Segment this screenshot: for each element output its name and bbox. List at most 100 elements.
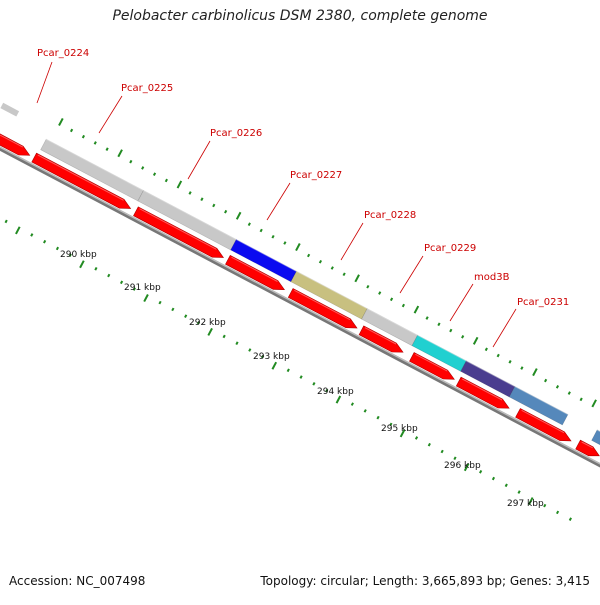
gene-highlight [143, 189, 237, 240]
genome-summary-text: Topology: circular; Length: 3,665,893 bp… [260, 574, 590, 588]
tick-mark [568, 517, 572, 521]
tick-mark [366, 284, 370, 289]
gene-leader-line [266, 182, 291, 221]
tick-mark [461, 335, 465, 339]
tick-mark [414, 436, 419, 440]
tick-mark [248, 348, 252, 352]
tick-mark [330, 266, 334, 270]
tick-mark [235, 211, 242, 220]
tick-mark [81, 134, 86, 139]
gene-label: Pcar_0224 [37, 48, 89, 59]
tick-mark [129, 159, 133, 164]
cds-arrow [225, 254, 285, 291]
gene-label: Pcar_0225 [121, 83, 173, 94]
cds-arrow [455, 376, 510, 409]
tick-mark [94, 266, 98, 271]
gene-block-partial [0, 102, 20, 117]
kbp-label: 293 kbp [253, 352, 290, 362]
kbp-label: 296 kbp [444, 461, 481, 471]
tick-mark [472, 336, 479, 345]
cds-highlight [37, 154, 124, 201]
tick-mark [117, 149, 123, 158]
backbone-highlight [0, 146, 600, 465]
tick-mark [504, 483, 508, 488]
tick-mark [425, 316, 429, 320]
tick-mark [312, 382, 316, 386]
tick-mark [555, 385, 560, 389]
tick-mark [399, 429, 406, 438]
gene-leader-line [340, 222, 364, 261]
tick-mark [437, 322, 441, 327]
tick-mark [207, 327, 213, 336]
cds-highlight [521, 409, 565, 434]
gene-label: Pcar_0228 [364, 210, 416, 221]
gene-highlight [236, 238, 297, 272]
cds-highlight [231, 256, 278, 282]
tick-mark [184, 314, 188, 318]
gene-leader-line [36, 61, 53, 104]
tick-mark [363, 409, 367, 413]
tick-mark [69, 128, 74, 133]
kbp-label: 291 kbp [124, 283, 161, 293]
tick-mark [188, 191, 192, 195]
gene-leader-line [492, 308, 517, 348]
tick-mark [579, 397, 583, 402]
tick-mark [517, 490, 521, 494]
tick-mark [43, 239, 47, 244]
gene-block [591, 429, 600, 446]
tick-mark [350, 402, 354, 406]
kbp-label: 295 kbp [381, 424, 418, 434]
tick-mark [449, 328, 453, 333]
tick-mark [335, 395, 342, 404]
cds-arrow [358, 325, 404, 353]
cds-highlight [139, 208, 217, 250]
cds-highlight [581, 441, 593, 449]
kbp-label: 290 kbp [60, 250, 97, 260]
tick-mark [532, 368, 538, 377]
tick-mark [105, 147, 109, 151]
tick-mark [544, 378, 548, 383]
gene-highlight [296, 270, 368, 310]
tick-mark [307, 253, 311, 258]
accession-text: Accession: NC_007498 [9, 574, 146, 588]
tick-mark [401, 303, 405, 308]
gene-highlight [366, 307, 418, 336]
tick-mark [119, 280, 124, 285]
tick-mark [591, 399, 597, 408]
tick-mark [259, 228, 263, 233]
tick-mark [342, 272, 346, 277]
tick-mark [224, 209, 228, 214]
gene-label: Pcar_0229 [424, 243, 476, 254]
tick-mark [212, 203, 216, 208]
tick-mark [520, 366, 524, 370]
tick-mark [389, 297, 394, 302]
tick-mark [107, 273, 111, 278]
tick-mark [164, 178, 168, 183]
gene-leader-line [98, 95, 123, 134]
tick-mark [413, 305, 420, 314]
cds-arrow [287, 288, 358, 329]
tick-mark [299, 375, 303, 379]
gene-leader-line [187, 140, 211, 180]
tick-mark [496, 353, 500, 358]
tick-mark [479, 469, 483, 474]
tick-mark [378, 291, 382, 295]
gene-leader-line [449, 283, 474, 322]
tick-mark [271, 361, 278, 370]
tick-mark [376, 415, 380, 420]
tick-mark [484, 347, 488, 352]
gene-highlight [417, 334, 467, 362]
tick-mark [286, 368, 290, 373]
tick-mark [79, 260, 85, 269]
tick-mark [200, 197, 204, 202]
gene-highlight [514, 385, 569, 415]
tick-mark [58, 117, 64, 126]
cds-highlight [0, 134, 24, 148]
cds-arrow [0, 133, 31, 156]
backbone-line [0, 146, 600, 468]
tick-mark [389, 422, 393, 427]
gene-leader-line [399, 255, 424, 294]
cds-highlight [294, 289, 351, 321]
kbp-label: 292 kbp [189, 318, 226, 328]
